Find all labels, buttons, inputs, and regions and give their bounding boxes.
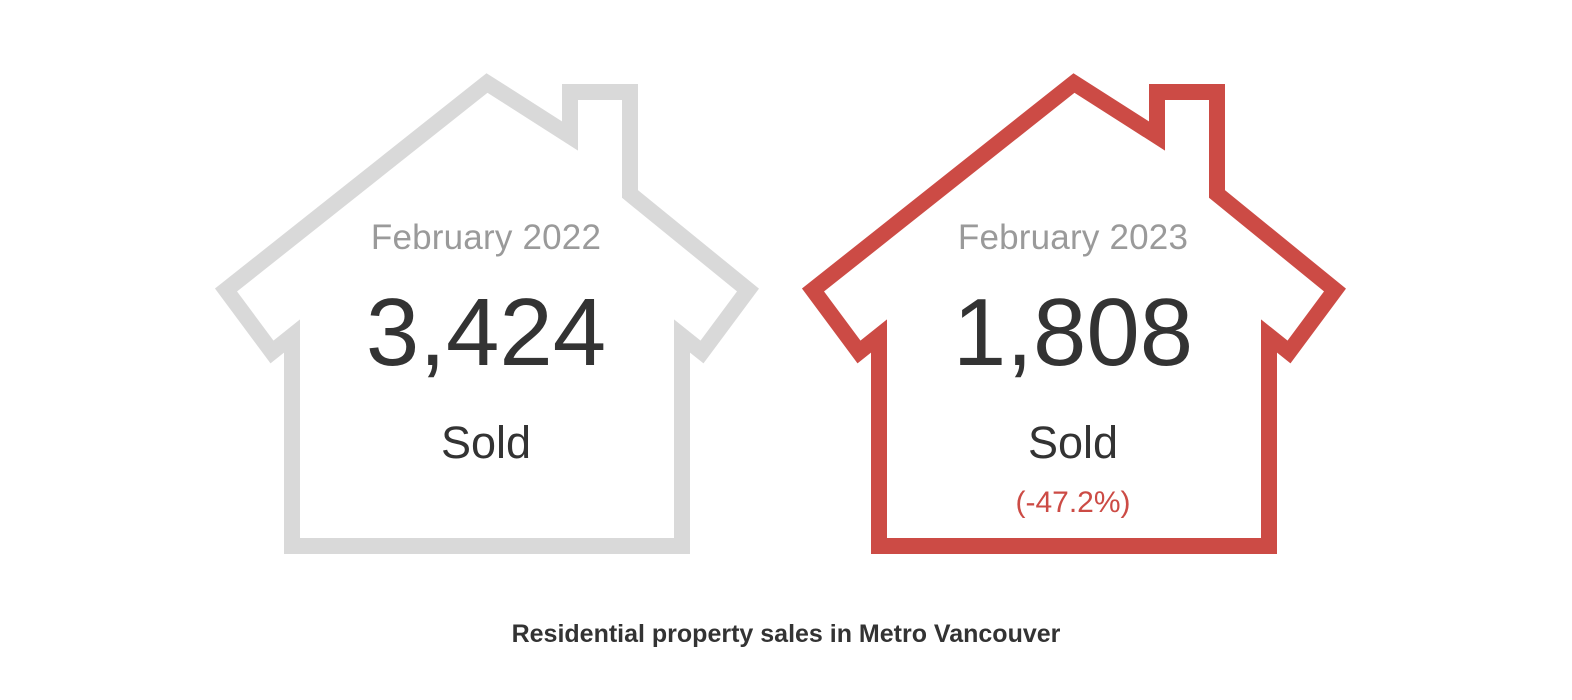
- card-2022: February 2022 3,424 Sold: [206, 60, 766, 570]
- period-label: February 2023: [957, 218, 1189, 257]
- sold-count: 3,424: [365, 279, 607, 386]
- sold-label: Sold: [1027, 417, 1119, 468]
- caption: Residential property sales in Metro Vanc…: [511, 620, 1061, 648]
- sold-label: Sold: [440, 417, 532, 468]
- house-outline-icon: [801, 73, 1346, 554]
- period-label: February 2022: [370, 218, 602, 257]
- card-2023: February 2023 1,808 Sold (-47.2%): [793, 60, 1353, 570]
- house-outline-icon: [214, 73, 759, 554]
- sold-count: 1,808: [952, 279, 1194, 386]
- change-percentage: (-47.2%): [1015, 486, 1131, 519]
